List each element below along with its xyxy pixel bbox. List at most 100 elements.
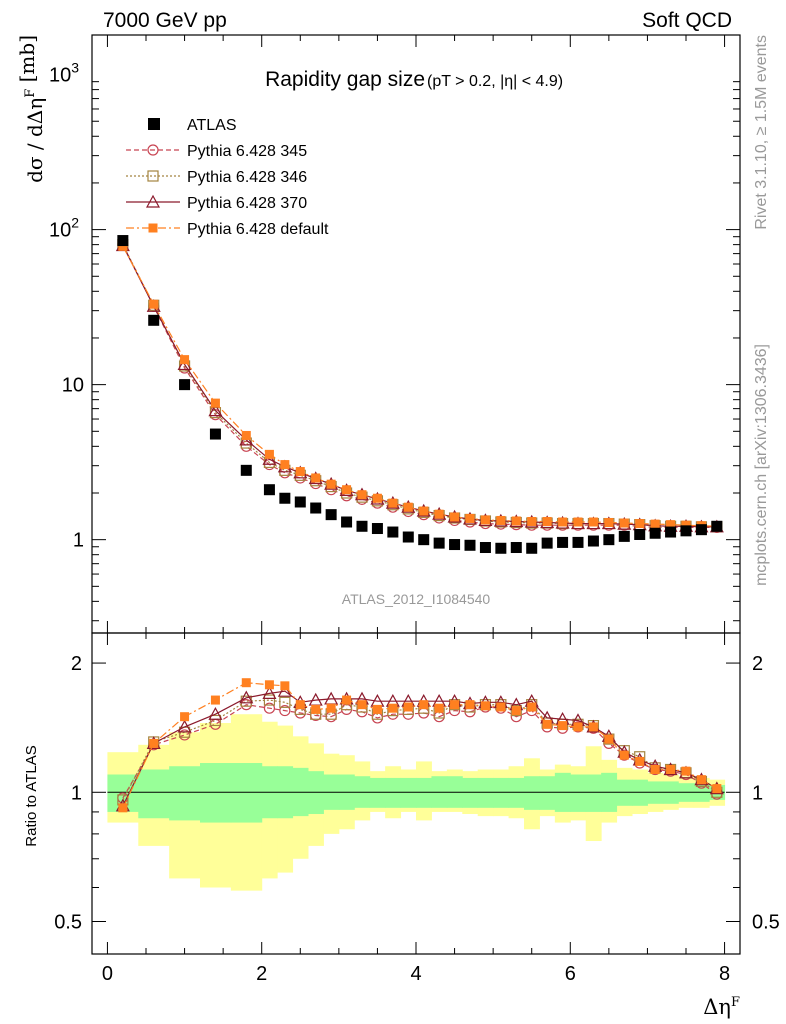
atlas-point bbox=[464, 539, 476, 551]
atlas-point bbox=[557, 536, 569, 548]
band-inner bbox=[400, 777, 417, 808]
atlas-point bbox=[263, 484, 275, 496]
legend-marker bbox=[148, 118, 160, 130]
header-right: Soft QCD bbox=[642, 9, 732, 32]
atlas-point bbox=[418, 534, 430, 546]
data-point bbox=[403, 502, 413, 512]
ratio-point bbox=[542, 719, 552, 729]
ratio-point bbox=[372, 704, 382, 714]
band-inner bbox=[508, 777, 525, 808]
ratio-y-tick-label: 0.5 bbox=[54, 911, 82, 933]
ratio-point bbox=[264, 680, 274, 690]
data-point bbox=[635, 519, 645, 529]
band-inner bbox=[416, 777, 432, 808]
atlas-point bbox=[433, 537, 445, 549]
data-point bbox=[573, 517, 583, 527]
ratio-point bbox=[465, 700, 475, 710]
atlas-point bbox=[240, 464, 252, 476]
legend-label: Pythia 6.428 default bbox=[187, 221, 329, 238]
atlas-point bbox=[402, 531, 414, 543]
atlas-point bbox=[603, 534, 615, 546]
atlas-point bbox=[541, 537, 553, 549]
ratio-point bbox=[527, 702, 537, 712]
band-inner bbox=[138, 769, 170, 819]
atlas-point bbox=[209, 428, 221, 440]
ratio-point bbox=[277, 683, 292, 697]
data-point bbox=[465, 513, 475, 523]
series-line bbox=[122, 245, 717, 528]
ratio-point bbox=[573, 722, 583, 732]
ratio-point bbox=[712, 784, 722, 794]
ratio-y-tick-label: 2 bbox=[71, 653, 82, 675]
atlas-point bbox=[371, 523, 383, 535]
band-inner bbox=[230, 763, 263, 823]
legend-marker bbox=[148, 223, 158, 233]
legend-label: Pythia 6.428 345 bbox=[187, 143, 307, 160]
atlas-point bbox=[310, 502, 322, 514]
legend-marker bbox=[147, 170, 159, 182]
chart-title: Rapidity gap size bbox=[265, 68, 425, 91]
ratio-point bbox=[241, 678, 251, 688]
series-line bbox=[122, 244, 717, 528]
data-point bbox=[650, 519, 660, 529]
band-inner bbox=[462, 777, 479, 808]
data-point bbox=[666, 520, 676, 530]
x-tick-label: 8 bbox=[719, 963, 730, 985]
ratio-point bbox=[239, 690, 254, 704]
atlas-point bbox=[279, 492, 291, 504]
x-tick-label: 4 bbox=[410, 963, 421, 985]
data-point bbox=[372, 493, 382, 503]
atlas-point bbox=[665, 526, 677, 538]
band-inner bbox=[539, 776, 556, 810]
atlas-point bbox=[294, 496, 306, 508]
band-inner bbox=[200, 763, 232, 823]
ratio-point bbox=[177, 719, 192, 733]
x-tick-label: 0 bbox=[102, 963, 113, 985]
ratio-y-tick-label-right: 2 bbox=[752, 653, 763, 675]
ratio-point bbox=[208, 706, 223, 720]
data-point bbox=[118, 241, 128, 251]
x-axis-label: ΔηF bbox=[703, 995, 740, 1019]
data-point bbox=[604, 518, 614, 528]
series-line bbox=[122, 246, 717, 527]
atlas-point bbox=[495, 542, 507, 554]
y-axis-label: dσ / dΔηF [mb] bbox=[15, 35, 47, 183]
y-tick-label: 10 bbox=[62, 375, 84, 397]
atlas-point bbox=[634, 528, 646, 540]
ratio-point bbox=[696, 775, 706, 785]
data-point bbox=[280, 460, 290, 470]
ratio-point bbox=[496, 702, 506, 712]
ratio-point bbox=[558, 721, 568, 731]
data-point bbox=[279, 467, 291, 479]
atlas-point bbox=[387, 526, 399, 538]
ratio-point bbox=[210, 695, 220, 705]
data-point bbox=[419, 506, 429, 516]
data-point bbox=[511, 516, 521, 526]
data-point bbox=[450, 512, 460, 522]
data-point bbox=[326, 479, 336, 489]
ratio-y-tick-label-right: 0.5 bbox=[752, 911, 780, 933]
data-point bbox=[210, 398, 220, 408]
data-point bbox=[619, 518, 629, 528]
data-point bbox=[681, 520, 691, 530]
ratio-point bbox=[279, 696, 291, 708]
data-point bbox=[311, 473, 321, 483]
data-point bbox=[388, 498, 398, 508]
data-point bbox=[180, 355, 190, 365]
atlas-point bbox=[711, 520, 723, 532]
atlas-point bbox=[526, 542, 538, 554]
data-point bbox=[241, 430, 251, 440]
legend-label: Pythia 6.428 370 bbox=[187, 195, 307, 212]
ratio-point bbox=[280, 681, 290, 691]
series-line bbox=[122, 244, 717, 529]
ratio-point bbox=[588, 722, 598, 732]
legend-label: Pythia 6.428 346 bbox=[187, 169, 307, 186]
data-point bbox=[295, 467, 305, 477]
atlas-point bbox=[680, 525, 692, 537]
data-point bbox=[434, 509, 444, 519]
header-left: 7000 GeV pp bbox=[103, 9, 227, 32]
atlas-point bbox=[148, 314, 160, 326]
ratio-point bbox=[510, 704, 522, 717]
ratio-point bbox=[480, 701, 490, 711]
